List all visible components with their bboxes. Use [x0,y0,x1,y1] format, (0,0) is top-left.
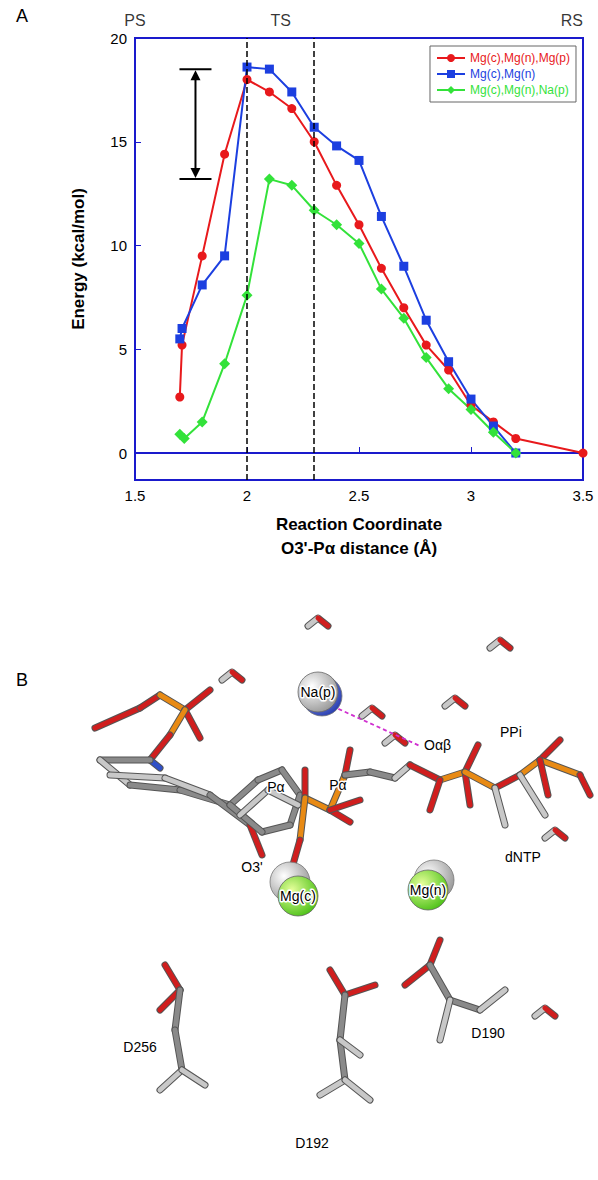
svg-text:B: B [16,670,28,690]
svg-text:dNTP: dNTP [505,849,541,865]
svg-text:PPi: PPi [500,724,522,740]
svg-text:1.5: 1.5 [125,487,146,504]
svg-text:2: 2 [243,487,251,504]
svg-text:Energy (kcal/mol): Energy (kcal/mol) [69,188,88,330]
svg-text:10: 10 [110,237,127,254]
svg-text:3.5: 3.5 [573,487,594,504]
svg-text:O3'-Pα distance (Å): O3'-Pα distance (Å) [281,539,437,558]
svg-text:D256: D256 [123,1039,157,1055]
svg-text:Mg(n): Mg(n) [410,882,447,898]
svg-text:5: 5 [119,341,127,358]
svg-text:Mg(c),Mg(n),Na(p): Mg(c),Mg(n),Na(p) [470,83,569,97]
svg-text:15: 15 [110,133,127,150]
svg-text:Na(p): Na(p) [300,684,335,700]
svg-text:D190: D190 [471,1025,505,1041]
svg-text:0: 0 [119,445,127,462]
svg-text:D192: D192 [295,1135,329,1151]
svg-text:Oαβ: Oαβ [424,737,451,753]
svg-text:Reaction Coordinate: Reaction Coordinate [276,515,442,534]
svg-text:2.5: 2.5 [349,487,370,504]
svg-text:3: 3 [467,487,475,504]
svg-text:Mg(c): Mg(c) [280,888,316,904]
html-text:A: A [16,6,28,26]
svg-text:20: 20 [110,30,127,47]
svg-text:Mg(c),Mg(n): Mg(c),Mg(n) [470,67,535,81]
svg-text:PS: PS [124,12,145,29]
svg-text:Mg(c),Mg(n),Mg(p): Mg(c),Mg(n),Mg(p) [470,51,570,65]
svg-text:Pα: Pα [267,779,284,795]
svg-text:TS: TS [270,12,290,29]
svg-text:O3': O3' [241,859,262,875]
svg-text:Pα: Pα [329,777,346,793]
svg-text:RS: RS [561,12,583,29]
